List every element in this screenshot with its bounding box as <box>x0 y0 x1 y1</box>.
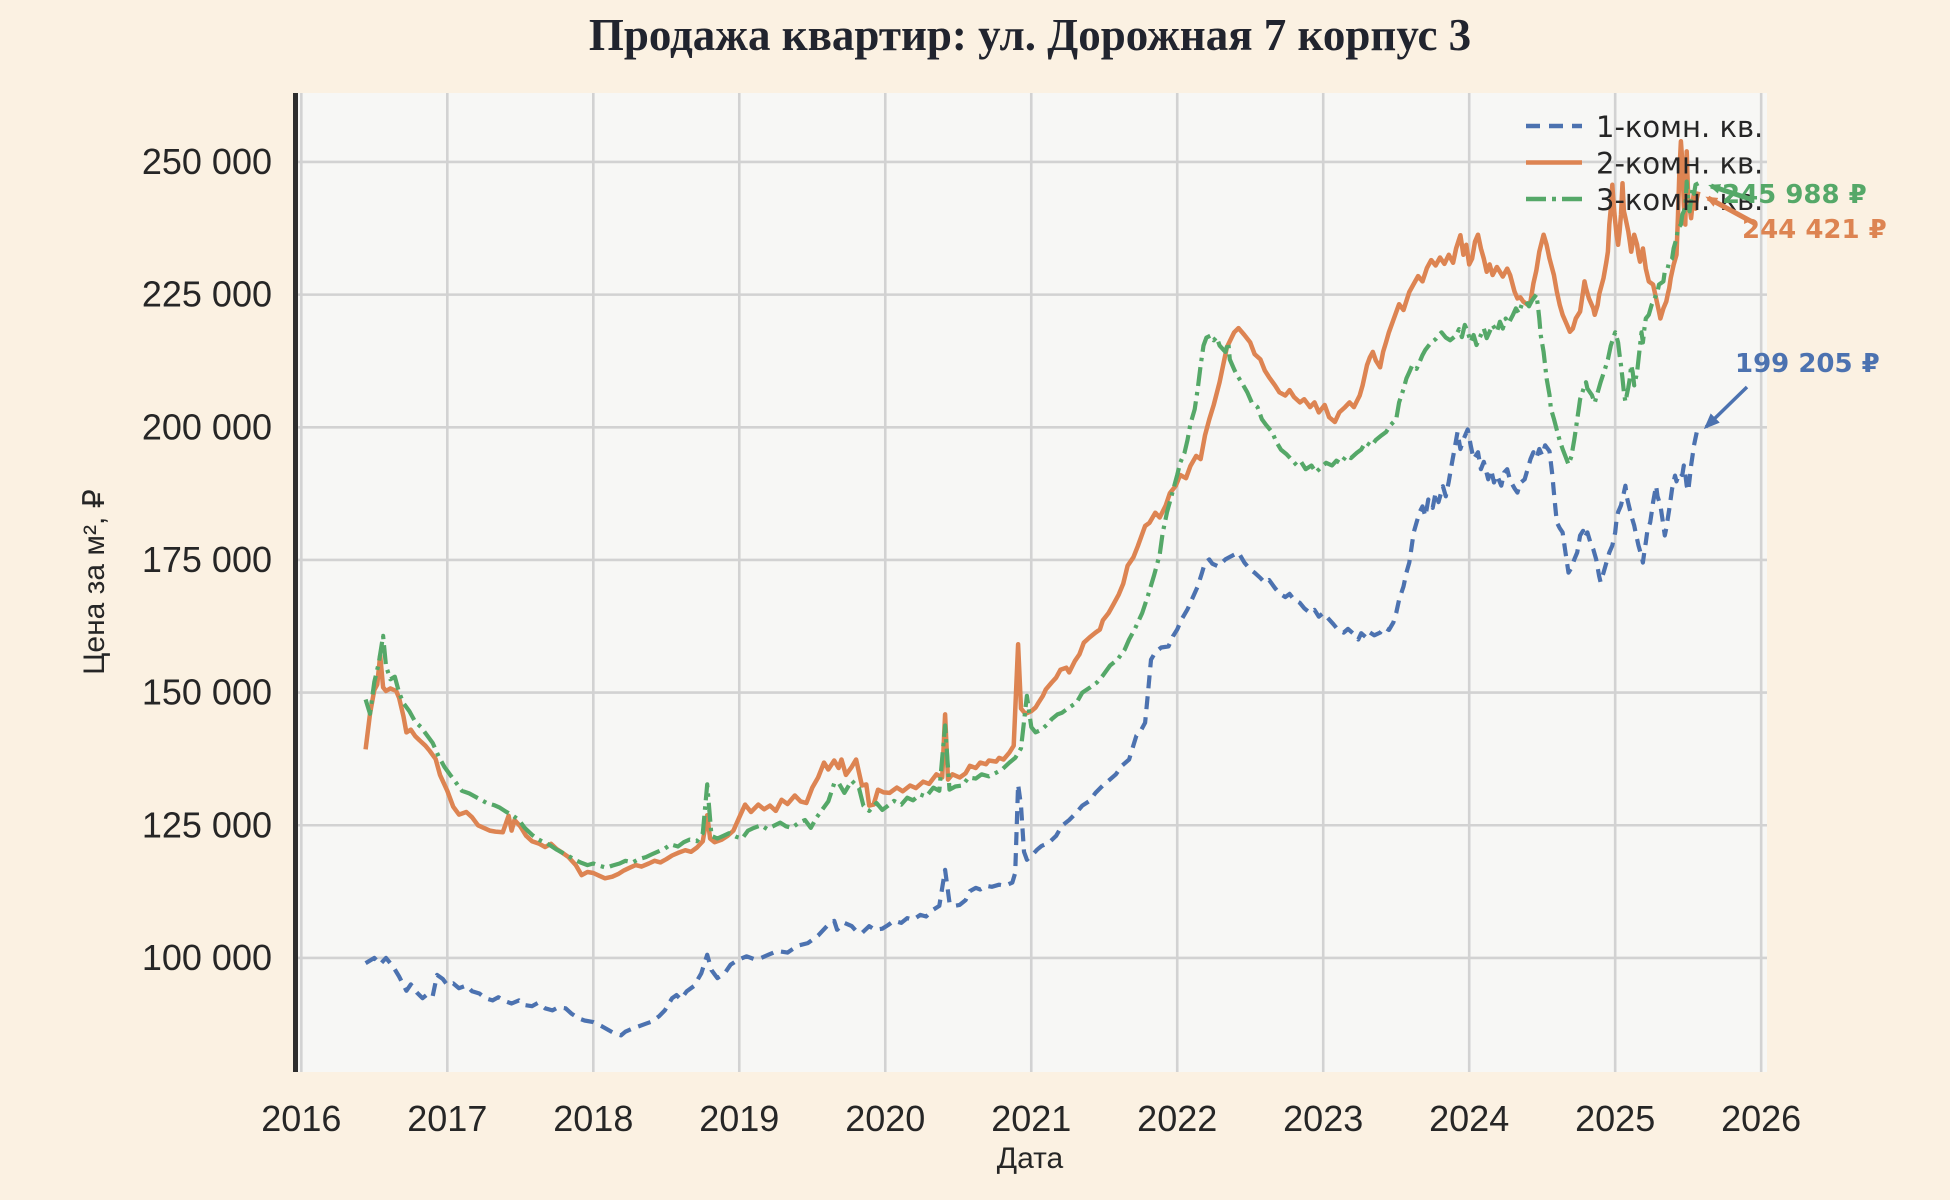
legend-item-3-room: 3-комн. кв. <box>1526 183 1763 217</box>
x-tick-label: 2024 <box>1429 1098 1509 1139</box>
y-tick-label: 100 000 <box>142 937 272 978</box>
x-tick-label: 2025 <box>1575 1098 1655 1139</box>
annotation-arrow-2-room <box>1705 195 1758 227</box>
y-tick-label: 200 000 <box>142 406 272 447</box>
x-tick-label: 2020 <box>845 1098 925 1139</box>
x-tick-label: 2016 <box>261 1098 341 1139</box>
legend-item-1-room: 1-комн. кв. <box>1526 110 1763 144</box>
x-tick-label: 2017 <box>407 1098 487 1139</box>
y-tick-label: 125 000 <box>142 804 272 845</box>
y-tick-label: 175 000 <box>142 539 272 580</box>
series-line-3-room <box>363 179 1700 870</box>
series-line-2-room <box>363 139 1701 881</box>
y-tick-label: 150 000 <box>142 672 272 713</box>
series-lines <box>363 139 1701 1038</box>
legend-label-2-room: 2-комн. кв. <box>1596 147 1763 181</box>
annotation-2-room-final-price: 244 421 ₽ <box>1742 215 1887 245</box>
x-tick-label: 2023 <box>1283 1098 1363 1139</box>
annotations: 245 988 ₽ 244 421 ₽ 199 205 ₽ <box>1703 180 1887 430</box>
x-tick-label: 2019 <box>699 1098 779 1139</box>
x-tick-label: 2018 <box>553 1098 633 1139</box>
y-axis-label: Цена за м², ₽ <box>78 489 111 675</box>
x-tick-label: 2022 <box>1137 1098 1217 1139</box>
gridlines <box>295 93 1767 1072</box>
annotation-arrow-3-room <box>1708 183 1754 203</box>
x-tick-label: 2026 <box>1721 1098 1801 1139</box>
legend: 1-комн. кв. 2-комн. кв. 3-комн. кв. <box>1526 110 1763 217</box>
annotation-1-room-final-price: 199 205 ₽ <box>1735 349 1880 379</box>
legend-label-1-room: 1-комн. кв. <box>1596 110 1763 144</box>
chart-title: Продажа квартир: ул. Дорожная 7 корпус 3 <box>589 10 1471 60</box>
legend-item-2-room: 2-комн. кв. <box>1526 147 1763 181</box>
x-tick-label: 2021 <box>991 1098 1071 1139</box>
y-axis-spine <box>293 93 298 1072</box>
annotation-arrow-1-room <box>1703 385 1749 430</box>
annotation-3-room-final-price: 245 988 ₽ <box>1722 180 1867 210</box>
series-line-1-room <box>364 427 1699 1038</box>
y-tick-label: 250 000 <box>142 141 272 182</box>
y-tick-label: 225 000 <box>142 274 272 315</box>
x-axis-label: Дата <box>997 1142 1064 1175</box>
tick-labels: 2016 2017 2018 2019 2020 2021 2022 2023 2024 2025… <box>142 141 1801 1139</box>
